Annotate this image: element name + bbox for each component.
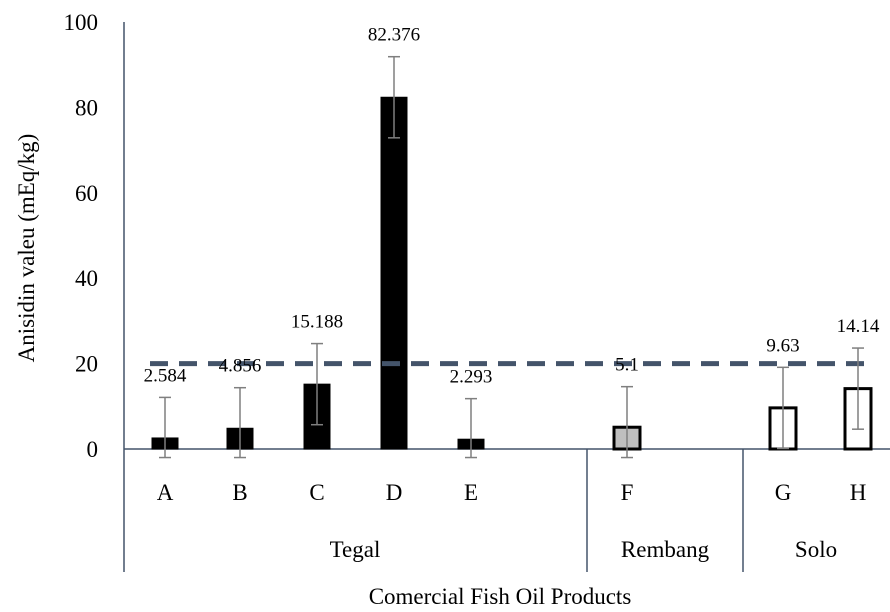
y-tick-label: 20 — [75, 352, 98, 377]
x-tick-label-B: B — [232, 480, 247, 505]
y-tick-label: 100 — [64, 10, 99, 35]
data-label-F: 5.1 — [615, 355, 639, 376]
data-label-G: 9.63 — [766, 335, 799, 356]
y-tick-label: 80 — [75, 95, 98, 120]
group-label-tegal: Tegal — [330, 537, 381, 562]
data-label-E: 2.293 — [450, 367, 493, 388]
y-axis-title: Anisidin valeu (mEq/kg) — [14, 134, 39, 363]
x-tick-label-F: F — [621, 480, 634, 505]
group-label-solo: Solo — [795, 537, 837, 562]
data-label-C: 15.188 — [291, 312, 343, 333]
group-label-rembang: Rembang — [621, 537, 710, 562]
x-tick-label-D: D — [386, 480, 403, 505]
y-tick-label: 40 — [75, 266, 98, 291]
y-tick-label: 60 — [75, 181, 98, 206]
y-tick-label: 0 — [87, 437, 99, 462]
bars — [151, 96, 873, 451]
data-label-A: 2.584 — [144, 365, 187, 386]
x-axis-title: Comercial Fish Oil Products — [369, 584, 632, 609]
error-bars — [159, 55, 864, 459]
data-labels: 2.584 4.856 15.188 82.376 2.293 5.1 9.63 14.14 — [144, 25, 880, 388]
x-tick-label-G: G — [775, 480, 792, 505]
data-label-D: 82.376 — [368, 25, 420, 46]
x-tick-label-A: A — [157, 480, 174, 505]
x-tick-label-C: C — [309, 480, 324, 505]
bar-D — [380, 96, 408, 450]
data-label-B: 4.856 — [219, 356, 262, 377]
x-category-labels: A B C D E F G H — [157, 480, 867, 505]
x-tick-label-H: H — [850, 480, 867, 505]
x-tick-label-E: E — [464, 480, 478, 505]
group-labels: Tegal Rembang Solo — [330, 537, 837, 562]
data-label-H: 14.14 — [837, 316, 880, 337]
